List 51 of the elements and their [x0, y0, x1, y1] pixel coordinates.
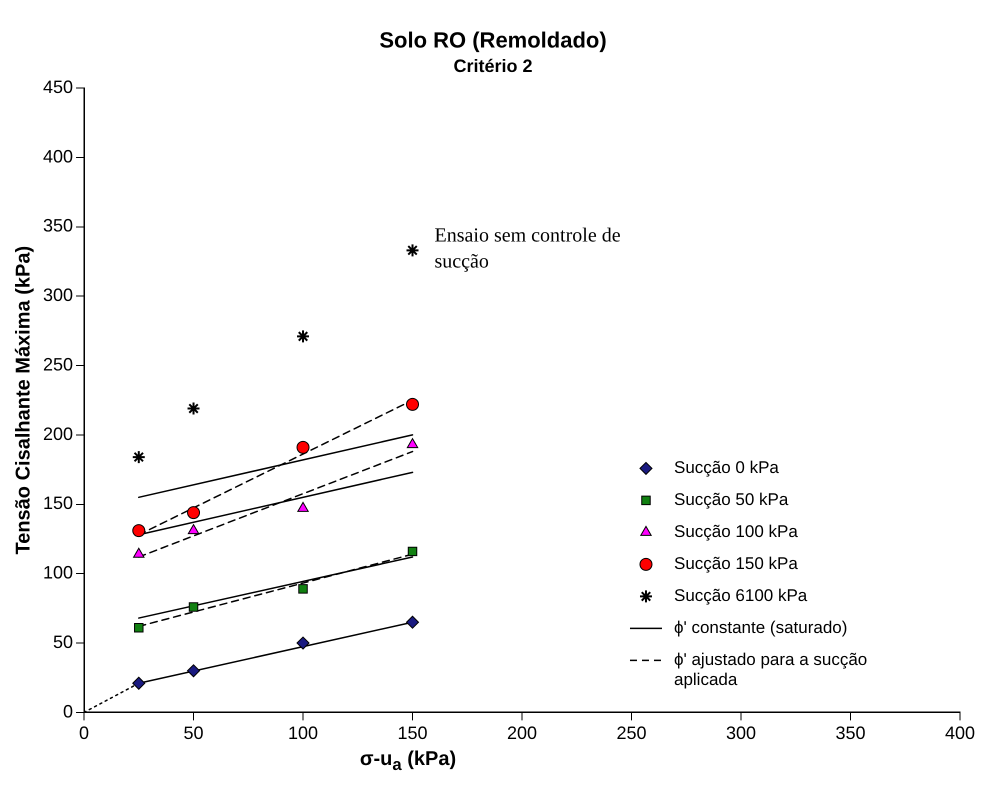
- x-tick-label: 50: [184, 723, 204, 744]
- x-tick-label: 350: [835, 723, 866, 744]
- point: [132, 450, 146, 464]
- legend-label: Sucção 0 kPa: [674, 458, 780, 478]
- y-tick-label: 350: [42, 216, 74, 236]
- y-tick-label: 300: [42, 285, 74, 306]
- point: [406, 398, 420, 411]
- point: [187, 664, 200, 678]
- legend-label: ϕ' constante (saturado): [674, 618, 848, 638]
- x-tick-label: 400: [944, 723, 976, 744]
- point: [296, 440, 310, 454]
- annotation: Ensaio sem controle de sucção: [434, 224, 621, 273]
- x-axis-title: σ-u$_{a}$ (kPa): [358, 748, 458, 775]
- x-tick-label: 100: [288, 723, 318, 744]
- chart-subtitle: Critério 2: [453, 56, 533, 76]
- y-tick-label: 50: [53, 632, 74, 652]
- legend-label: Sucção 150 kPa: [674, 554, 798, 574]
- x-tick-label: 300: [726, 723, 756, 744]
- point: [186, 402, 201, 416]
- x-tick-label: 250: [616, 723, 647, 744]
- chart-title: Solo RO (Remoldado): [379, 27, 607, 52]
- legend-label: Sucção 50 kPa: [674, 490, 789, 510]
- point: [132, 676, 146, 690]
- point: [188, 524, 200, 534]
- point: [406, 438, 418, 448]
- point: [297, 502, 309, 512]
- point: [406, 616, 420, 629]
- y-tick-label: 250: [42, 354, 74, 374]
- point: [187, 506, 200, 520]
- point: [406, 243, 420, 258]
- x-tick-label: 150: [397, 723, 428, 744]
- y-tick-label: 450: [42, 76, 74, 97]
- point: [133, 548, 144, 558]
- point: [298, 584, 308, 594]
- y-tick-label: 100: [42, 562, 74, 583]
- point: [408, 546, 418, 556]
- y-axis-title: Tensão Cisalhante Máxima (kPa): [12, 246, 35, 555]
- y-tick-label: 400: [42, 146, 74, 166]
- x-tick-label: 200: [506, 723, 538, 744]
- point: [188, 602, 198, 612]
- point: [134, 623, 144, 632]
- point: [132, 524, 146, 538]
- legend-label: Sucção 100 kPa: [674, 522, 798, 542]
- point: [296, 636, 310, 650]
- y-tick-label: 150: [42, 493, 74, 514]
- legend-label: Sucção 6100 kPa: [674, 586, 808, 606]
- x-tick-label: 0: [79, 723, 90, 744]
- y-tick-label: 0: [63, 701, 74, 722]
- y-tick-label: 200: [42, 424, 74, 444]
- legend-label: ϕ' ajustado para a sucção aplicada: [674, 650, 868, 690]
- point: [296, 329, 310, 344]
